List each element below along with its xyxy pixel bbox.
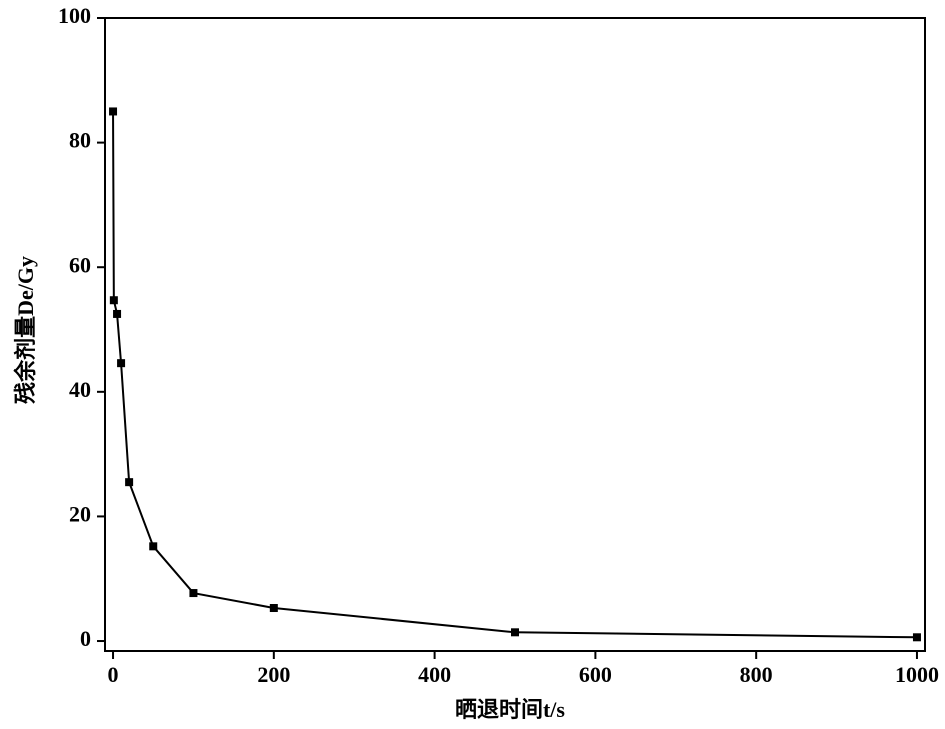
point-marker <box>125 478 134 487</box>
y-tick-label: 40 <box>69 377 91 402</box>
x-tick-label: 600 <box>579 662 612 687</box>
x-tick-label: 200 <box>257 662 290 687</box>
y-tick-label: 80 <box>69 128 91 153</box>
series-line <box>112 111 917 639</box>
point-marker <box>149 542 158 551</box>
point-marker <box>189 589 198 598</box>
point-marker <box>113 309 122 318</box>
y-tick-label: 20 <box>69 501 91 526</box>
x-tick-label: 1000 <box>895 662 939 687</box>
x-tick-label: 0 <box>108 662 119 687</box>
y-tick-label: 0 <box>80 626 91 651</box>
y-tick-label: 100 <box>58 3 91 28</box>
point-marker <box>511 628 519 637</box>
point-marker <box>109 296 118 305</box>
point-marker <box>269 604 278 613</box>
plot-frame <box>104 17 926 652</box>
x-axis-label: 晒退时间t/s <box>455 697 565 722</box>
point-marker <box>109 107 118 116</box>
x-tick-label: 800 <box>740 662 773 687</box>
point-marker <box>912 633 921 642</box>
x-tick-label: 400 <box>418 662 451 687</box>
point-marker <box>117 359 126 368</box>
y-axis-label: 残余剂量De/Gy <box>13 256 38 404</box>
y-tick-label: 60 <box>69 252 91 277</box>
